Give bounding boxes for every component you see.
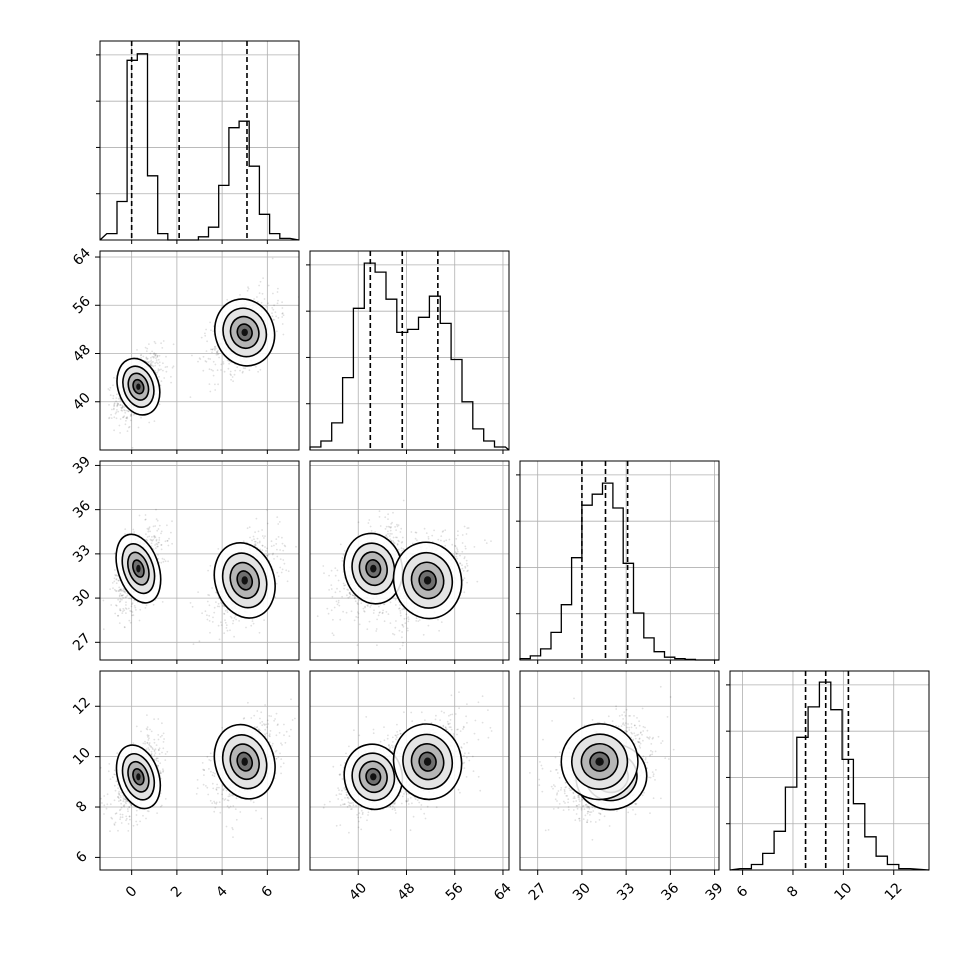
- panel-frame: [99, 670, 300, 871]
- panel-frame: [729, 670, 930, 871]
- histogram-steps: [729, 681, 930, 871]
- y-tick-label: 56: [70, 293, 94, 317]
- density-peak: [136, 564, 141, 573]
- scatter-panel-2-0: [99, 460, 300, 661]
- y-tick-label: 48: [70, 342, 94, 366]
- panel-frame: [519, 670, 720, 871]
- x-axis-col-1: 40 48 56 64: [346, 870, 515, 904]
- panel-frame: [309, 670, 510, 871]
- density-peak: [136, 773, 141, 781]
- y-axis-row-1: 40 48 56 64: [70, 245, 100, 414]
- scatter-panel-3-1: [309, 670, 510, 871]
- scatter-panel-3-0: [99, 670, 300, 871]
- x-tick-label: 27: [526, 880, 550, 904]
- x-tick-label: 6: [734, 883, 752, 901]
- scatter-panel-1-0: [99, 250, 300, 451]
- density-peak: [370, 773, 377, 781]
- grid-lines: [310, 251, 509, 450]
- density-layer: [316, 499, 492, 650]
- density-peak: [136, 383, 141, 390]
- y-tick-label: 30: [70, 586, 94, 610]
- y-tick-label: 10: [70, 745, 94, 769]
- x-tick-label: 56: [443, 880, 467, 904]
- x-tick-label: 2: [168, 883, 186, 901]
- density-peak: [595, 757, 604, 766]
- density-layer: [107, 257, 299, 449]
- panel-frame: [519, 460, 720, 661]
- x-tick-label: 6: [259, 883, 277, 901]
- histogram-steps: [309, 262, 510, 451]
- x-axis-col-2: 27 30 33 36 39: [526, 870, 727, 904]
- histogram-panel-1: [306, 250, 510, 451]
- x-axis-col-3: 6 8 10 12: [734, 870, 906, 904]
- y-axis-row-2: 27 30 33 36 39: [70, 453, 100, 654]
- y-tick-label: 33: [70, 542, 94, 566]
- x-axis-col-0: 0 2 4 6: [123, 870, 276, 901]
- y-tick-label: 36: [70, 498, 94, 522]
- x-tick-label: 8: [784, 883, 802, 901]
- panel-frame: [99, 40, 300, 241]
- y-tick-label: 6: [73, 849, 91, 867]
- density-peak: [241, 576, 248, 585]
- density-layer: [102, 508, 297, 645]
- x-tick-label: 0: [123, 883, 141, 901]
- density-peak: [241, 328, 248, 337]
- density-layer: [529, 685, 675, 841]
- x-tick-label: 10: [831, 880, 855, 904]
- density-peak: [423, 576, 432, 585]
- x-tick-label: 4: [213, 883, 231, 901]
- x-tick-label: 36: [658, 880, 682, 904]
- sample-points: [107, 257, 299, 449]
- density-peak: [241, 757, 248, 766]
- y-tick-label: 40: [70, 390, 94, 414]
- x-tick-label: 33: [614, 880, 638, 904]
- histogram-steps: [99, 53, 300, 241]
- grid-lines: [100, 41, 299, 240]
- grid-lines: [730, 671, 929, 870]
- density-layer: [322, 691, 493, 834]
- scatter-panel-3-2: [519, 670, 720, 871]
- y-tick-label: 8: [73, 798, 91, 816]
- y-tick-label: 64: [70, 245, 94, 269]
- x-tick-label: 30: [570, 880, 594, 904]
- histogram-panel-3: [726, 670, 930, 871]
- y-tick-label: 12: [70, 694, 94, 718]
- density-layer: [100, 698, 296, 838]
- histogram-panel-2: [516, 460, 720, 661]
- y-tick-label: 39: [70, 453, 94, 477]
- density-peak: [423, 757, 432, 766]
- y-tick-label: 27: [70, 630, 94, 654]
- x-tick-label: 12: [882, 880, 906, 904]
- x-tick-label: 39: [703, 880, 727, 904]
- histogram-panel-0: [96, 40, 300, 241]
- density-peak: [370, 564, 377, 573]
- x-tick-label: 40: [346, 880, 370, 904]
- histogram-steps: [519, 482, 719, 661]
- x-tick-label: 64: [491, 880, 515, 904]
- y-axis-row-3: 6 8 10 12: [70, 694, 100, 866]
- grid-lines: [520, 461, 719, 660]
- panel-frame: [99, 460, 300, 661]
- scatter-panel-2-1: [309, 460, 510, 661]
- panel-frame: [99, 250, 300, 451]
- panel-frame: [309, 250, 510, 451]
- x-tick-label: 48: [395, 880, 419, 904]
- panel-frame: [309, 460, 510, 661]
